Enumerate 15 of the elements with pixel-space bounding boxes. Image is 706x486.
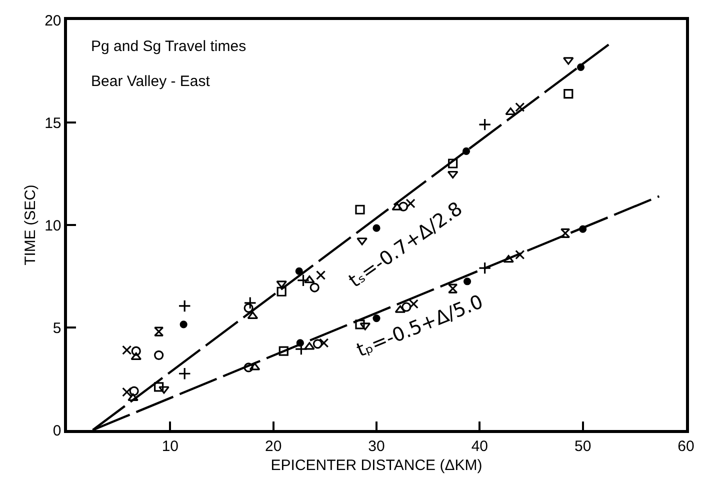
x-tick-label: 20: [264, 438, 282, 455]
x-tick-label: 30: [368, 438, 385, 455]
x-tick-label: 50: [574, 438, 592, 455]
x-tick-label: 60: [678, 438, 694, 455]
x-axis-title: EPICENTER DISTANCE (ΔKM): [270, 456, 482, 474]
x-tick-label: 10: [162, 438, 179, 455]
y-tick-label: 15: [44, 114, 62, 132]
y-tick-label: 20: [44, 12, 62, 30]
annotation: Bear Valley - East: [91, 73, 211, 90]
y-tick-label: 5: [52, 320, 62, 337]
y-axis-title: TIME (SEC): [22, 184, 39, 266]
x-tick-label: 40: [471, 438, 488, 455]
annotation: Pg and Sg Travel times: [91, 38, 246, 55]
y-tick-label: 10: [44, 217, 62, 234]
y-tick-label: 0: [52, 422, 62, 440]
